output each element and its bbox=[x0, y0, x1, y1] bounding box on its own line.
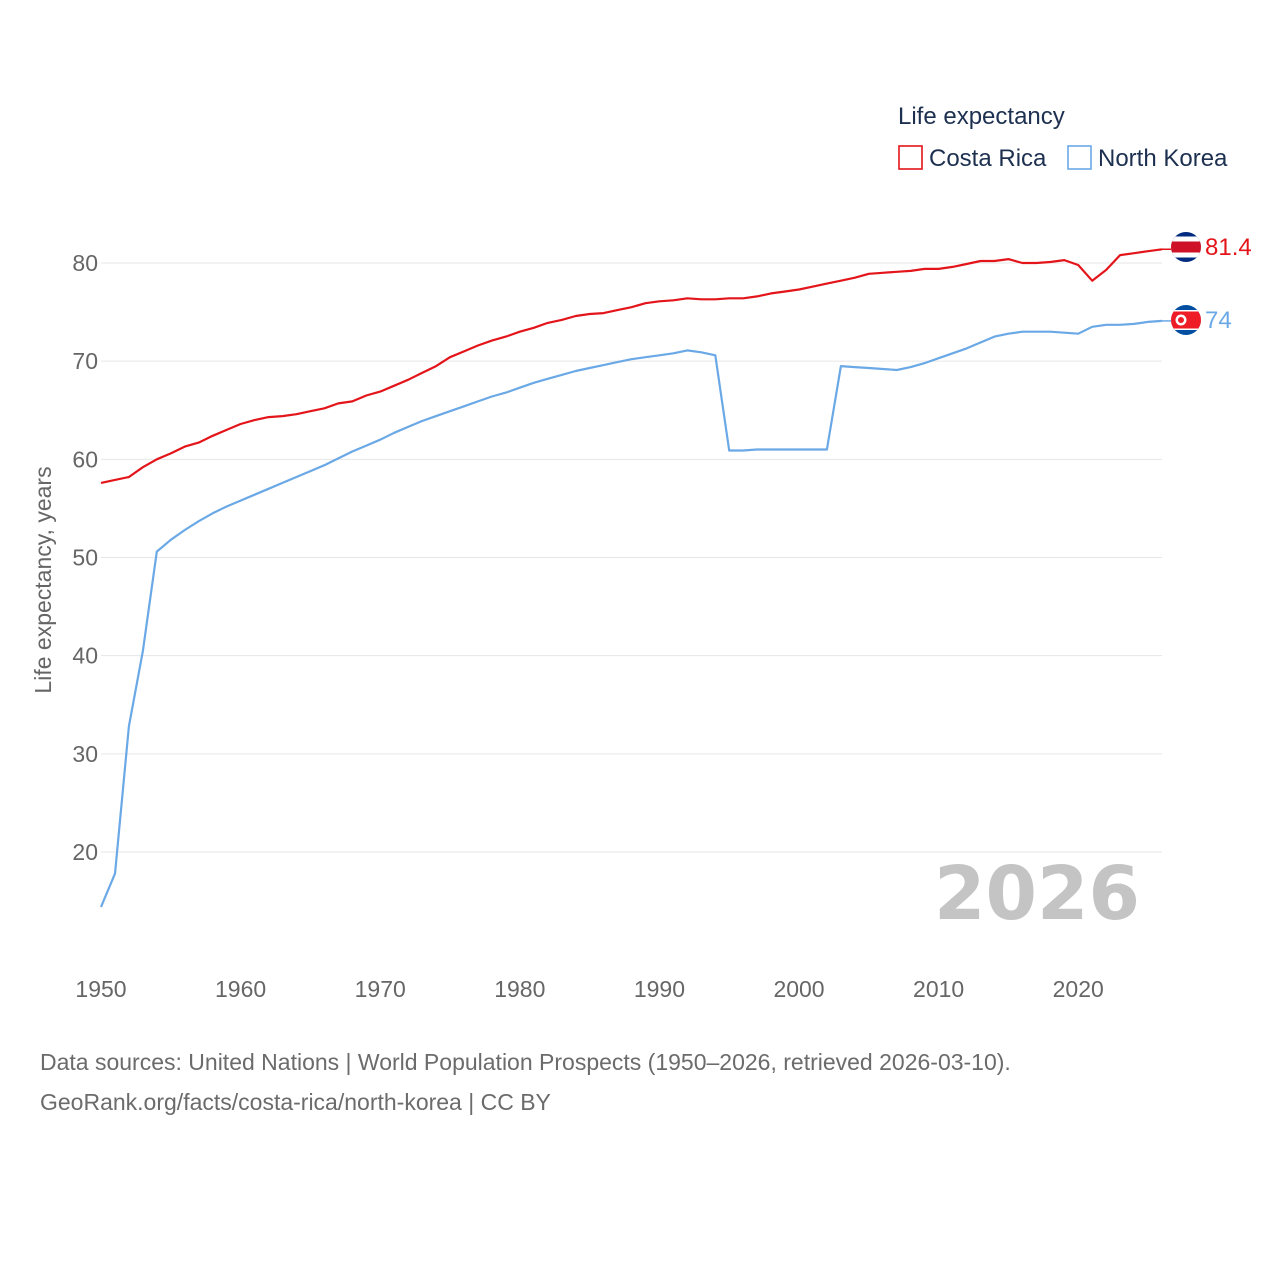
series-line-north-korea[interactable] bbox=[99, 319, 1163, 908]
x-tick-label-2010: 2010 bbox=[913, 976, 964, 1002]
legend: Life expectancy Costa Rica North Korea bbox=[898, 103, 1228, 172]
y-axis-title: Life expectancy, years bbox=[30, 466, 56, 693]
end-label-north-korea: 74 bbox=[1205, 307, 1232, 334]
legend-title: Life expectancy bbox=[898, 103, 1065, 130]
data-sources-text: Data sources: United Nations | World Pop… bbox=[40, 1049, 1011, 1075]
end-label-costa-rica: 81.4 bbox=[1205, 234, 1252, 261]
x-axis-ticks: 1950 1960 1970 1980 1990 2000 2010 2020 bbox=[75, 976, 1103, 1002]
y-tick-label-60: 60 bbox=[72, 446, 98, 472]
legend-item-north-korea[interactable]: North Korea bbox=[1067, 145, 1228, 172]
credit-link[interactable]: GeoRank.org/facts/costa-rica/north-korea… bbox=[40, 1089, 551, 1115]
x-tick-label-2020: 2020 bbox=[1053, 976, 1104, 1002]
x-tick-label-1970: 1970 bbox=[355, 976, 406, 1002]
x-tick-label-1950: 1950 bbox=[75, 976, 126, 1002]
y-axis-ticks: 20 30 40 50 60 70 80 bbox=[72, 250, 98, 865]
y-tick-label-70: 70 bbox=[72, 348, 98, 374]
x-tick-label-2000: 2000 bbox=[773, 976, 824, 1002]
series-line-costa-rica[interactable] bbox=[100, 248, 1163, 484]
series-lines bbox=[99, 248, 1171, 908]
y-tick-label-40: 40 bbox=[72, 643, 98, 669]
y-tick-label-50: 50 bbox=[72, 545, 98, 571]
legend-item-costa-rica[interactable]: Costa Rica bbox=[898, 145, 1047, 172]
north-korea-flag-icon bbox=[1171, 305, 1201, 335]
legend-label-north-korea: North Korea bbox=[1098, 145, 1228, 172]
footer: Data sources: United Nations | World Pop… bbox=[40, 1042, 1240, 1122]
x-tick-label-1960: 1960 bbox=[215, 976, 266, 1002]
costa-rica-flag-icon bbox=[1171, 232, 1201, 262]
y-tick-label-80: 80 bbox=[72, 250, 98, 276]
y-tick-label-20: 20 bbox=[72, 839, 98, 865]
gridlines bbox=[101, 262, 1162, 853]
y-tick-label-30: 30 bbox=[72, 741, 98, 767]
legend-swatch-north-korea bbox=[1067, 145, 1092, 170]
x-tick-label-1980: 1980 bbox=[494, 976, 545, 1002]
legend-swatch-costa-rica bbox=[898, 145, 923, 170]
x-tick-label-1990: 1990 bbox=[634, 976, 685, 1002]
legend-label-costa-rica: Costa Rica bbox=[929, 145, 1047, 172]
year-stamp: 2026 bbox=[934, 851, 1140, 937]
